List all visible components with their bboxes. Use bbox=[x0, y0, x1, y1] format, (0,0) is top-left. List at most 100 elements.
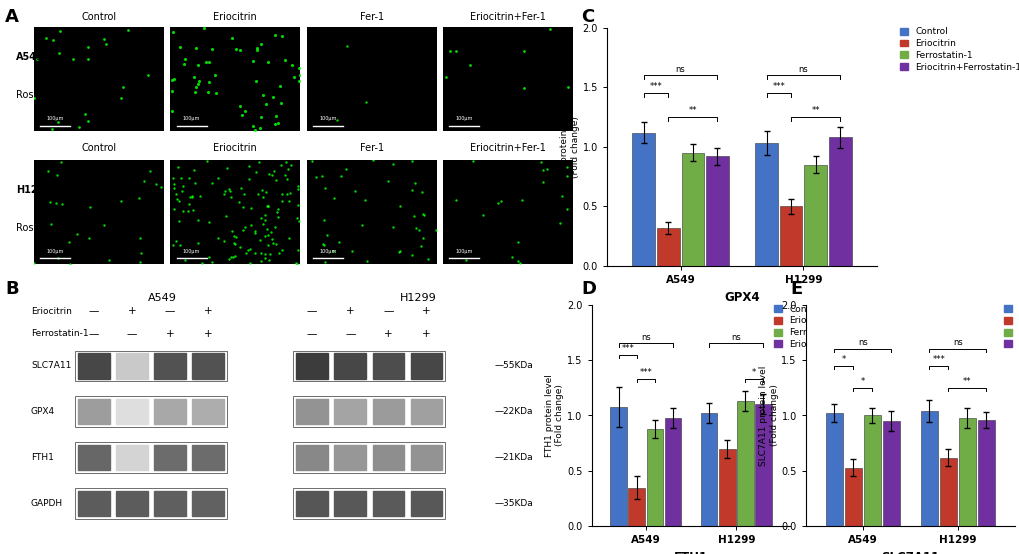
Point bbox=[267, 223, 283, 232]
Legend: Control, Eriocitrin, Ferrostatin-1, Eriocitrin+Ferrostatin-1: Control, Eriocitrin, Ferrostatin-1, Erio… bbox=[1003, 305, 1019, 349]
Bar bbox=[958, 418, 975, 526]
Text: ***: *** bbox=[931, 355, 945, 364]
Point bbox=[465, 157, 481, 166]
Point bbox=[250, 190, 266, 199]
Point bbox=[190, 61, 206, 70]
Bar bbox=[411, 491, 442, 516]
Point bbox=[267, 120, 283, 129]
Point bbox=[196, 23, 212, 32]
Text: ***: *** bbox=[639, 368, 651, 377]
Point bbox=[406, 211, 422, 220]
Point bbox=[289, 201, 306, 209]
Point bbox=[384, 222, 400, 231]
Text: —: — bbox=[89, 329, 99, 339]
Point bbox=[136, 177, 152, 186]
Point bbox=[413, 242, 429, 251]
Text: *: * bbox=[751, 368, 756, 377]
Text: **: ** bbox=[688, 106, 696, 115]
Text: 100μm: 100μm bbox=[455, 249, 473, 254]
Point bbox=[260, 202, 276, 211]
Point bbox=[232, 243, 249, 252]
Text: +: + bbox=[204, 329, 212, 339]
Text: C: C bbox=[581, 8, 594, 26]
Point bbox=[308, 172, 324, 181]
Point bbox=[558, 171, 575, 180]
Point bbox=[303, 157, 319, 166]
Point bbox=[264, 171, 280, 179]
Text: H1299: H1299 bbox=[399, 293, 436, 303]
Point bbox=[228, 233, 245, 242]
Point bbox=[253, 214, 269, 223]
Point bbox=[62, 259, 78, 268]
Bar bbox=[863, 416, 880, 526]
Point bbox=[247, 229, 263, 238]
Point bbox=[532, 158, 548, 167]
Point bbox=[180, 207, 197, 216]
Point bbox=[346, 187, 363, 196]
Point bbox=[255, 193, 271, 202]
Point bbox=[133, 249, 150, 258]
Point bbox=[267, 30, 283, 39]
Point bbox=[276, 55, 292, 64]
Point bbox=[274, 245, 290, 254]
Point bbox=[231, 46, 248, 55]
Point bbox=[462, 60, 478, 69]
Point bbox=[50, 118, 66, 127]
Text: —55KDa: —55KDa bbox=[494, 361, 533, 370]
Point bbox=[164, 76, 180, 85]
Point bbox=[142, 167, 158, 176]
Point bbox=[291, 217, 308, 225]
Bar bbox=[628, 488, 644, 526]
Point bbox=[242, 259, 258, 268]
Point bbox=[274, 32, 290, 41]
Bar bbox=[154, 353, 185, 378]
Bar bbox=[681, 153, 703, 266]
Point bbox=[167, 237, 183, 246]
Bar bbox=[154, 491, 185, 516]
Text: —21KDa: —21KDa bbox=[494, 453, 533, 462]
Bar bbox=[293, 442, 444, 473]
Point bbox=[270, 212, 286, 221]
Point bbox=[289, 245, 306, 254]
Text: 100μm: 100μm bbox=[182, 116, 200, 121]
Point bbox=[140, 71, 156, 80]
Point bbox=[337, 165, 354, 173]
Point bbox=[190, 216, 206, 224]
Point bbox=[175, 181, 192, 190]
Text: GPX4: GPX4 bbox=[31, 407, 55, 416]
Point bbox=[315, 216, 331, 224]
Point bbox=[251, 158, 267, 167]
Point bbox=[407, 224, 423, 233]
Point bbox=[185, 206, 202, 215]
Bar bbox=[372, 399, 404, 424]
Bar bbox=[656, 228, 679, 266]
Point bbox=[176, 55, 193, 64]
Point bbox=[227, 45, 244, 54]
Point bbox=[185, 73, 202, 82]
Point bbox=[273, 196, 289, 205]
Text: —22KDa: —22KDa bbox=[494, 407, 533, 416]
Point bbox=[413, 188, 429, 197]
Text: Fer-1: Fer-1 bbox=[360, 143, 383, 153]
Point bbox=[79, 55, 96, 64]
Point bbox=[313, 172, 329, 181]
Point bbox=[98, 39, 114, 48]
Point bbox=[354, 221, 370, 230]
Point bbox=[186, 166, 203, 175]
Point bbox=[390, 247, 407, 256]
Point bbox=[458, 255, 474, 264]
Point bbox=[558, 205, 575, 214]
Point bbox=[492, 196, 508, 205]
Point bbox=[43, 220, 59, 229]
Point bbox=[404, 186, 420, 194]
Text: 100μm: 100μm bbox=[455, 116, 473, 121]
Point bbox=[319, 230, 335, 239]
Bar bbox=[755, 143, 777, 266]
Point bbox=[280, 165, 297, 174]
Bar bbox=[116, 491, 148, 516]
Text: Fer-1: Fer-1 bbox=[360, 12, 383, 22]
Point bbox=[164, 28, 180, 37]
Bar bbox=[296, 353, 327, 378]
Point bbox=[380, 177, 396, 186]
Point bbox=[254, 186, 270, 194]
